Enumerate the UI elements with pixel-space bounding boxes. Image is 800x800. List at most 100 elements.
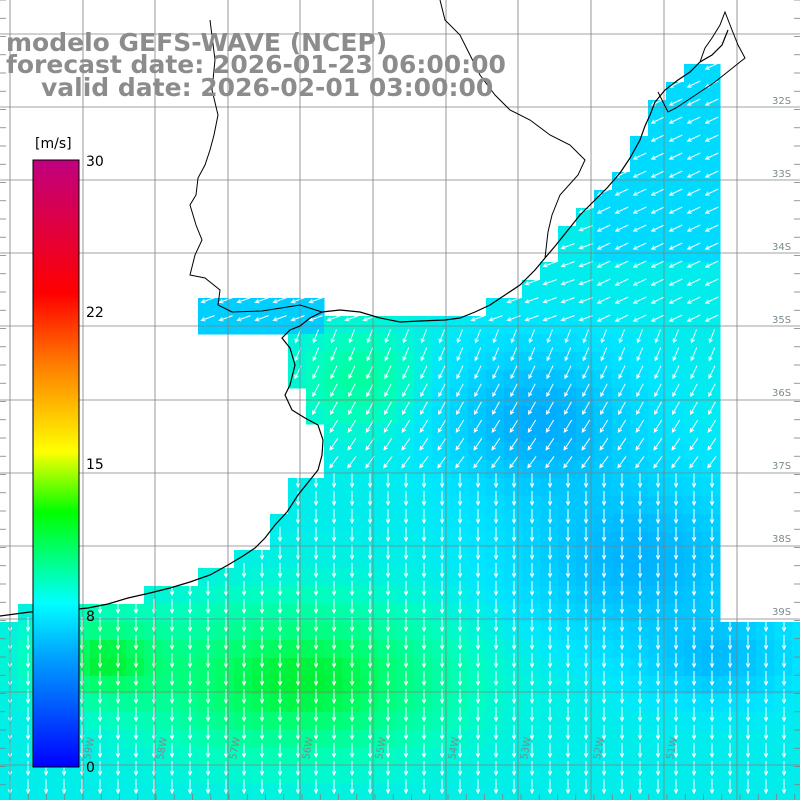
wind-speed-cell (342, 586, 361, 605)
wind-speed-cell (648, 586, 667, 605)
wind-arrow (596, 314, 611, 322)
wind-speed-cell (198, 568, 217, 587)
wind-arrow (61, 779, 67, 795)
wind-speed-cell (486, 298, 505, 317)
wind-arrow (290, 315, 305, 322)
wind-speed-cell (648, 370, 667, 389)
wind-speed-cell (594, 424, 613, 443)
wind-speed-cell (666, 442, 685, 461)
wind-arrow (632, 152, 647, 160)
wind-speed-cell (126, 604, 145, 623)
wind-arrow (115, 743, 121, 759)
wind-speed-cell (0, 676, 19, 695)
wind-speed-cell (468, 334, 487, 353)
wind-arrow (614, 314, 629, 322)
wind-arrow (493, 491, 499, 507)
wind-arrow (583, 545, 589, 561)
wind-arrow (545, 437, 555, 451)
wind-arrow (331, 635, 337, 651)
wind-speed-cell (342, 496, 361, 515)
wind-arrow (457, 653, 463, 669)
wind-arrow (560, 315, 575, 322)
wind-arrow (348, 329, 355, 344)
wind-arrow (383, 419, 393, 433)
wind-speed-cell (450, 388, 469, 407)
wind-speed-cell (378, 766, 397, 785)
wind-arrow (367, 689, 373, 705)
wind-speed-cell (270, 532, 289, 551)
border-uruguay (189, 19, 323, 313)
wind-arrow (313, 707, 319, 723)
wind-arrow (763, 635, 769, 651)
longitude-label: 53W (519, 736, 534, 760)
wind-arrow (601, 581, 607, 597)
wind-arrow (547, 653, 553, 669)
wind-arrow (511, 743, 517, 759)
wind-arrow (727, 689, 733, 705)
wind-arrow (492, 383, 500, 398)
wind-arrow (668, 188, 683, 196)
wind-speed-cell (450, 604, 469, 623)
wind-speed-cell (450, 712, 469, 731)
wind-speed-cell (414, 676, 433, 695)
wind-speed-cell (270, 550, 289, 569)
wind-speed-cell (540, 622, 559, 641)
wind-arrow (133, 689, 139, 705)
wind-speed-cell (360, 460, 379, 479)
wind-arrow (632, 224, 647, 232)
wind-speed-cell (522, 748, 541, 767)
wind-arrow (295, 491, 301, 507)
wind-speed-cell (90, 748, 109, 767)
wind-arrow (457, 635, 463, 651)
wind-speed-cell (342, 460, 361, 479)
wind-speed-cell (342, 424, 361, 443)
wind-arrow (686, 242, 701, 250)
wind-arrow (367, 473, 373, 489)
wind-speed-cell (738, 766, 757, 785)
wind-speed-cell (414, 622, 433, 641)
wind-arrow (97, 653, 103, 669)
wind-speed-cell (594, 370, 613, 389)
wind-arrow (205, 671, 211, 687)
wind-speed-cell (270, 658, 289, 677)
wind-arrow (691, 689, 697, 705)
wind-arrow (169, 635, 175, 651)
wind-arrow (691, 707, 697, 723)
wind-arrow (578, 297, 593, 304)
wind-speed-cell (558, 694, 577, 713)
wind-speed-cell (414, 334, 433, 353)
wind-arrow (547, 527, 553, 543)
wind-arrow (475, 689, 481, 705)
wind-arrow (632, 242, 647, 250)
wind-arrow (686, 188, 701, 196)
wind-arrow (493, 761, 499, 777)
wind-speed-cell (252, 730, 271, 749)
wind-speed-cell (504, 640, 523, 659)
wind-speed-cell (540, 586, 559, 605)
wind-arrow (331, 473, 337, 489)
wind-arrow (511, 725, 517, 741)
wind-arrow (421, 779, 427, 795)
wind-speed-cell (666, 568, 685, 587)
wind-arrow (25, 635, 31, 651)
wind-arrow (308, 297, 323, 304)
wind-speed-cell (576, 424, 595, 443)
wind-arrow (349, 689, 355, 705)
wind-speed-cell (630, 514, 649, 533)
wind-speed-cell (216, 748, 235, 767)
wind-speed-cell (360, 586, 379, 605)
wind-arrow (312, 383, 320, 398)
wind-speed-cell (414, 478, 433, 497)
wind-speed-cell (90, 766, 109, 785)
wind-speed-cell (504, 550, 523, 569)
wind-speed-cell (306, 604, 325, 623)
wind-arrow (187, 725, 193, 741)
wind-speed-cell (648, 406, 667, 425)
wind-speed-cell (126, 676, 145, 695)
wind-speed-cell (486, 586, 505, 605)
wind-speed-cell (378, 352, 397, 371)
wind-arrow (457, 761, 463, 777)
wind-arrow (691, 779, 697, 795)
wind-speed-cell (468, 406, 487, 425)
wind-arrow (547, 509, 553, 525)
